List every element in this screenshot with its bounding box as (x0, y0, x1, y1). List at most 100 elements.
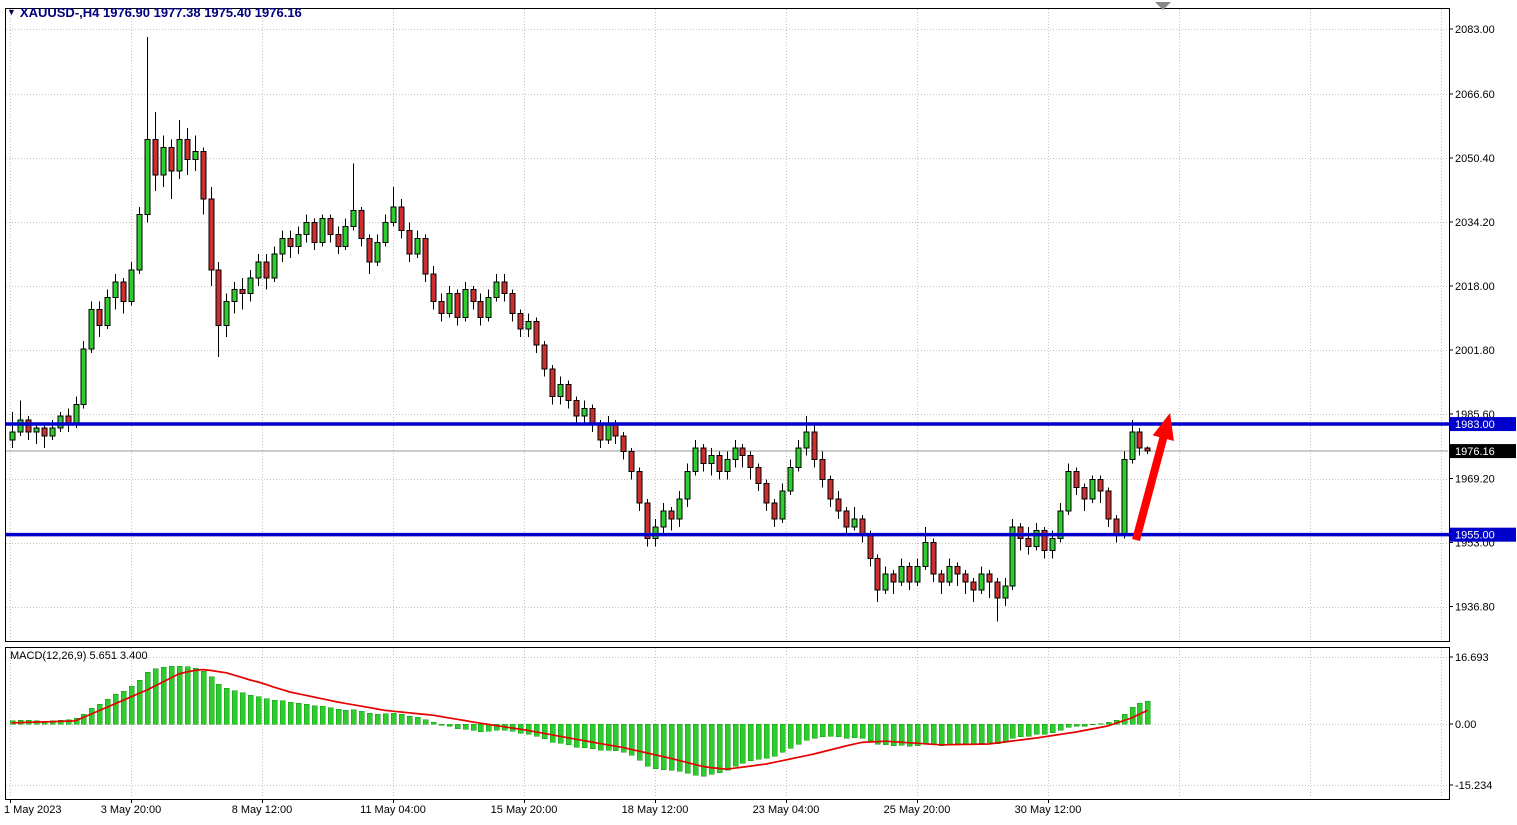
macd-bar (1009, 723, 1016, 739)
candle-body (517, 312, 524, 330)
candle-body (1065, 470, 1072, 512)
macd-bar (176, 665, 183, 725)
candle-body (628, 451, 635, 472)
candle-body (176, 139, 183, 172)
macd-bar (986, 723, 993, 744)
candle-body (851, 518, 858, 528)
time-axis[interactable]: 1 May 2023 3 May 20:00 8 May 12:00 11 May 0… (0, 799, 1449, 825)
candle-body (660, 510, 667, 528)
candle-body (470, 289, 477, 303)
macd-bar (843, 723, 850, 739)
macd-bar (470, 723, 477, 731)
macd-bar (1041, 723, 1048, 735)
candle-body (938, 573, 945, 583)
macd-bar (120, 690, 127, 725)
macd-bar (890, 723, 897, 746)
candle-body (1136, 431, 1143, 449)
level-price-badge (1450, 417, 1516, 432)
candle-body (970, 581, 977, 591)
candle-body (652, 526, 659, 540)
current-price-badge-text: 1976.16 (1455, 446, 1495, 458)
macd-bar (938, 723, 945, 746)
macd-bar (708, 723, 715, 775)
candle-body (684, 470, 691, 500)
macd-bar (549, 723, 556, 743)
macd-bar (96, 703, 103, 725)
candle-body (747, 455, 754, 469)
time-axis-label: 30 May 12:00 (1015, 804, 1082, 816)
candle-body (541, 344, 548, 370)
trend-arrow[interactable] (1132, 413, 1174, 541)
macd-bar (525, 723, 532, 735)
macd-bar (914, 723, 921, 746)
candle-body (247, 277, 254, 295)
candle-body (96, 308, 103, 326)
macd-bar (668, 723, 675, 771)
macd-axis-label: -15.234 (1455, 780, 1492, 792)
macd-bar (747, 723, 754, 762)
macd-bar (208, 676, 215, 725)
macd-bar (628, 723, 635, 756)
macd-bar (716, 723, 723, 774)
price-axis[interactable]: 2083.00 2066.60 2050.40 2034.20 2018.00 2001.… (1449, 0, 1517, 825)
macd-bar (652, 723, 659, 770)
candle-body (279, 237, 286, 255)
candle-body (144, 139, 151, 216)
macd-bar (1089, 723, 1096, 726)
candle-body (1057, 510, 1064, 540)
macd-bar (954, 723, 961, 745)
macd-bar (493, 723, 500, 731)
candle-body (573, 399, 580, 417)
candle-body (422, 237, 429, 275)
macd-bar (970, 723, 977, 745)
symbol-dropdown-icon[interactable]: ▼ (7, 7, 16, 17)
macd-bar (597, 723, 604, 751)
candle-body (597, 423, 604, 441)
price-axis-label: 1936.80 (1455, 602, 1495, 614)
macd-bar (112, 693, 119, 725)
candle-body (462, 289, 469, 318)
candle-body (493, 281, 500, 299)
candle-body (835, 498, 842, 512)
macd-bar (636, 723, 643, 761)
candle-body (732, 447, 739, 461)
candle-body (1121, 459, 1128, 536)
macd-bar (223, 687, 230, 725)
macd-bar (231, 690, 238, 725)
macd-bar (335, 708, 342, 725)
candle-body (843, 510, 850, 528)
candle-body (49, 427, 56, 437)
candle-body (605, 423, 612, 441)
macd-bar (271, 699, 278, 725)
macd-bar (430, 722, 437, 725)
macd-bar (541, 723, 548, 740)
level-price-badge (1450, 527, 1516, 542)
candle-body (239, 289, 246, 295)
macd-bar (1144, 701, 1151, 725)
macd-bar (1017, 723, 1024, 738)
shift-end-marker-icon[interactable] (1155, 2, 1171, 10)
candle-body (390, 206, 397, 224)
candle-body (406, 229, 413, 255)
macd-bar (589, 723, 596, 750)
time-axis-label: 1 May 2023 (4, 804, 61, 816)
macd-bar (311, 705, 318, 725)
candle-body (819, 459, 826, 480)
macd-bar (827, 723, 834, 737)
candle-body (700, 447, 707, 465)
candle-body (168, 147, 175, 172)
candle-body (1073, 470, 1080, 488)
macd-bar (287, 701, 294, 725)
macd-bar (446, 723, 453, 727)
macd-bar (477, 723, 484, 732)
price-axis-label: 2066.60 (1455, 89, 1495, 101)
macd-bar (1002, 723, 1009, 743)
price-axis-label: 2083.00 (1455, 24, 1495, 36)
candle-body (287, 237, 294, 247)
macd-bar (779, 723, 786, 753)
macd-bar (279, 700, 286, 725)
candle-body (80, 348, 87, 405)
candle-body (890, 573, 897, 583)
macd-bar (859, 723, 866, 739)
